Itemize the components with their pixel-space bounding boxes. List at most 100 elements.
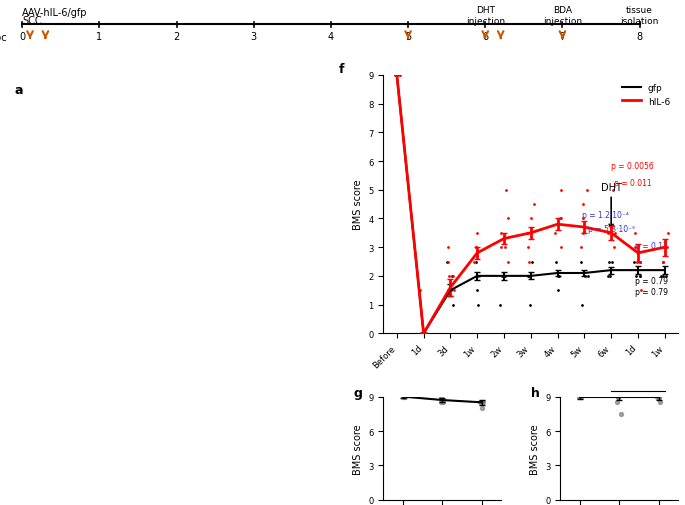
Point: [612, 393, 623, 401]
Point: [580, 272, 590, 280]
Point: [395, 72, 406, 80]
Point: [436, 393, 447, 401]
Point: [477, 404, 488, 412]
Text: SCC: SCC: [23, 16, 42, 26]
Point: [399, 393, 410, 401]
Point: [443, 287, 453, 295]
Point: [549, 229, 560, 237]
Point: [448, 301, 459, 309]
Text: 2: 2: [173, 32, 179, 42]
Point: [501, 186, 512, 194]
Point: [632, 258, 643, 266]
Point: [577, 301, 588, 309]
Text: p = 0.79: p = 0.79: [635, 287, 668, 296]
Text: tissue
isolation: tissue isolation: [621, 7, 659, 26]
Text: p = 0.12: p = 0.12: [635, 242, 668, 250]
Point: [473, 301, 484, 309]
Point: [499, 243, 510, 251]
Point: [554, 215, 565, 223]
Point: [634, 272, 645, 280]
Point: [575, 387, 586, 395]
Point: [472, 287, 483, 295]
Point: [658, 258, 669, 266]
Point: [415, 330, 426, 338]
Text: g: g: [354, 386, 363, 399]
Point: [447, 272, 458, 280]
Point: [577, 215, 588, 223]
Point: [525, 215, 536, 223]
Point: [653, 393, 664, 401]
Text: p = 0.0056: p = 0.0056: [611, 162, 654, 171]
Point: [499, 272, 510, 280]
Point: [556, 243, 566, 251]
Point: [635, 258, 646, 266]
Point: [443, 243, 453, 251]
Point: [603, 272, 614, 280]
Point: [502, 258, 513, 266]
Point: [552, 272, 563, 280]
Text: a: a: [14, 84, 23, 97]
Point: [443, 272, 454, 280]
Point: [608, 186, 619, 194]
Point: [496, 272, 507, 280]
Point: [656, 272, 667, 280]
Text: DHT: DHT: [629, 398, 647, 407]
Point: [630, 229, 640, 237]
Text: 5: 5: [405, 32, 411, 42]
Text: DHT
injection: DHT injection: [466, 7, 505, 26]
Point: [477, 398, 488, 407]
Point: [578, 229, 589, 237]
Text: DHT: DHT: [601, 182, 621, 229]
Point: [629, 258, 640, 266]
Point: [469, 258, 479, 266]
Point: [575, 393, 586, 401]
Point: [553, 272, 564, 280]
Point: [556, 215, 567, 223]
Point: [575, 258, 586, 266]
Text: 3: 3: [251, 32, 257, 42]
Point: [660, 272, 671, 280]
Text: 4: 4: [328, 32, 334, 42]
Legend: gfp, hIL-6: gfp, hIL-6: [619, 80, 673, 110]
Point: [443, 258, 453, 266]
Text: p = 5.3·10⁻⁵: p = 5.3·10⁻⁵: [588, 225, 635, 233]
Point: [475, 398, 486, 407]
Point: [658, 272, 669, 280]
Point: [551, 258, 562, 266]
Point: [651, 393, 662, 401]
Text: 7: 7: [559, 32, 566, 42]
Text: h: h: [531, 386, 540, 399]
Point: [662, 229, 673, 237]
Point: [474, 272, 485, 280]
Point: [397, 393, 408, 401]
Point: [661, 243, 672, 251]
Text: f: f: [339, 63, 345, 76]
Point: [523, 258, 534, 266]
Point: [629, 243, 640, 251]
Text: AAV-hIL-6/gfp: AAV-hIL-6/gfp: [23, 8, 88, 18]
Point: [604, 258, 615, 266]
Point: [615, 410, 626, 418]
Point: [612, 398, 623, 407]
Point: [582, 186, 593, 194]
Point: [390, 72, 401, 80]
Text: 0: 0: [19, 32, 25, 42]
Text: BDA
injection: BDA injection: [543, 7, 582, 26]
Point: [471, 272, 482, 280]
Point: [605, 272, 616, 280]
Point: [399, 393, 410, 401]
Point: [602, 229, 613, 237]
Point: [658, 258, 669, 266]
Text: p = 0.011: p = 0.011: [614, 179, 651, 188]
Point: [636, 287, 647, 295]
Point: [577, 200, 588, 209]
Point: [414, 287, 425, 295]
Point: [654, 393, 665, 401]
Point: [574, 393, 585, 401]
Point: [447, 272, 458, 280]
Point: [608, 243, 619, 251]
Point: [556, 186, 566, 194]
Point: [527, 258, 538, 266]
Point: [524, 272, 535, 280]
Text: p = 1.2·10⁻⁴: p = 1.2·10⁻⁴: [582, 210, 630, 219]
